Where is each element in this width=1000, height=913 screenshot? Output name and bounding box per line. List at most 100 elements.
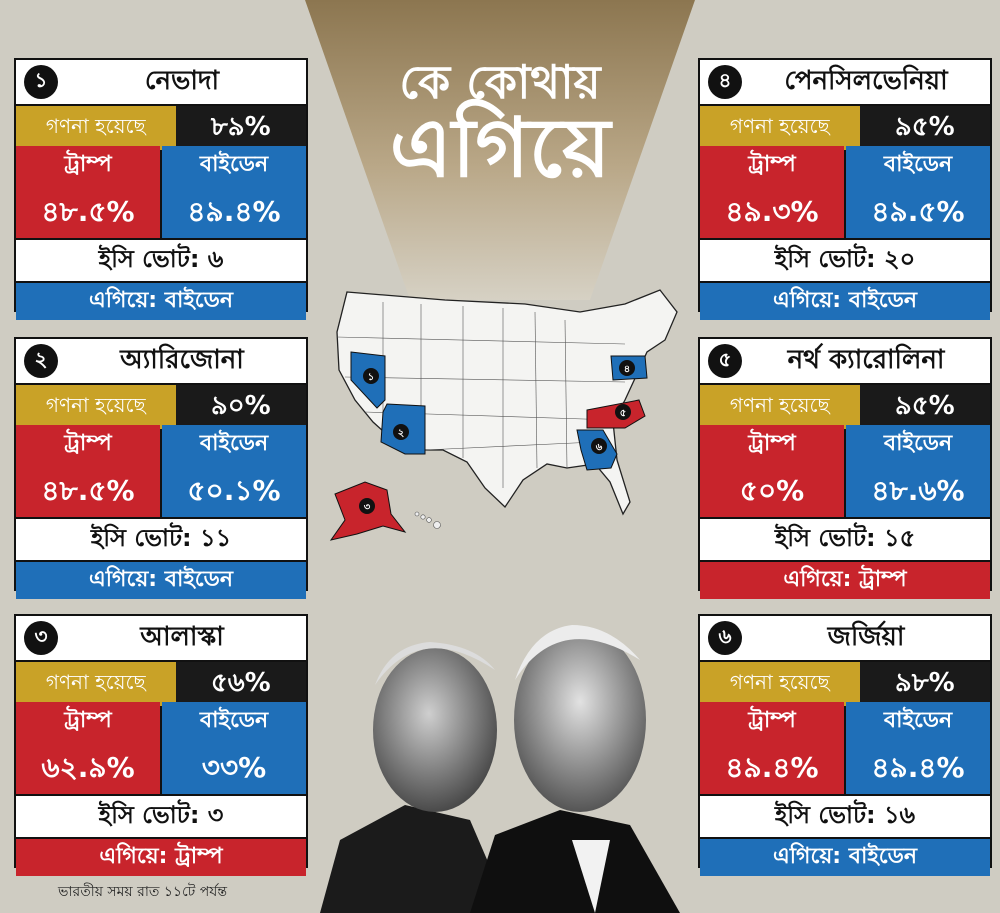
state-card-nevada: ১ নেভাদা গণনা হয়েছে ৮৯% ট্রাম্প ৪৮.৫% ব… [14, 58, 308, 320]
card-header: ৬ জর্জিয়া [700, 616, 990, 662]
biden-portrait [470, 625, 680, 913]
map-marker-1: ১ [363, 368, 379, 384]
trump-label: ট্রাম্প [748, 431, 796, 456]
leader-banner: এগিয়ে: ট্রাম্প [16, 839, 306, 876]
trump-percent: ৪৮.৫% [41, 474, 135, 507]
biden-cell: বাইডেন ৫০.১% [162, 425, 306, 517]
us-map: ১ ২ ৩ ৪ ৫ ৬ [329, 289, 678, 541]
state-name: অ্যারিজোনা [120, 345, 244, 375]
counted-value: ৫৬% [175, 662, 306, 706]
electoral-votes: ইসি ভোট: ৬ [16, 240, 306, 283]
counted-label: গণনা হয়েছে [16, 106, 176, 150]
trump-cell: ট্রাম্প ৬২.৯% [16, 702, 160, 794]
electoral-votes: ইসি ভোট: ১৫ [700, 519, 990, 562]
biden-label: বাইডেন [199, 152, 269, 177]
map-marker-5: ৫ [615, 404, 631, 420]
counted-value: ৯০% [175, 385, 306, 429]
candidates-row: ট্রাম্প ৬২.৯% বাইডেন ৩৩% [16, 702, 306, 796]
biden-label: বাইডেন [883, 152, 953, 177]
state-borders [336, 302, 626, 488]
counted-row: গণনা হয়েছে ৯৫% [700, 385, 990, 429]
trump-label: ট্রাম্প [64, 152, 112, 177]
leader-banner: এগিয়ে: বাইডেন [16, 562, 306, 599]
candidates-row: ট্রাম্প ৫০% বাইডেন ৪৮.৬% [700, 425, 990, 519]
state-card-pennsylvania: ৪ পেনসিলভেনিয়া গণনা হয়েছে ৯৫% ট্রাম্প … [698, 58, 992, 320]
state-card-north-carolina: ৫ নর্থ ক্যারোলিনা গণনা হয়েছে ৯৫% ট্রাম্… [698, 337, 992, 599]
map-marker-6: ৬ [591, 438, 607, 454]
biden-label: বাইডেন [883, 708, 953, 733]
trump-label: ট্রাম্প [748, 708, 796, 733]
card-header: ২ অ্যারিজোনা [16, 339, 306, 385]
biden-percent: ৪৯.৪% [871, 751, 965, 784]
biden-label: বাইডেন [199, 431, 269, 456]
trump-percent: ৪৮.৫% [41, 195, 135, 228]
card-header: ৪ পেনসিলভেনিয়া [700, 60, 990, 106]
state-name: পেনসিলভেনিয়া [784, 66, 948, 96]
leader-banner: এগিয়ে: বাইডেন [16, 283, 306, 320]
state-name: আলাস্কা [140, 622, 224, 652]
trump-cell: ট্রাম্প ৪৮.৫% [16, 425, 160, 517]
state-card-arizona: ২ অ্যারিজোনা গণনা হয়েছে ৯০% ট্রাম্প ৪৮.… [14, 337, 308, 599]
biden-label: বাইডেন [883, 431, 953, 456]
counted-value: ৮৯% [175, 106, 306, 150]
electoral-votes: ইসি ভোট: ৩ [16, 796, 306, 839]
map-marker-4: ৪ [619, 360, 635, 376]
leader-banner: এগিয়ে: বাইডেন [700, 839, 990, 876]
state-number-badge: ৪ [708, 65, 742, 99]
state-name: নর্থ ক্যারোলিনা [787, 345, 945, 375]
counted-label: গণনা হয়েছে [700, 662, 860, 706]
headline-line-2: এগিয়ে [389, 101, 611, 196]
biden-cell: বাইডেন ৩৩% [162, 702, 306, 794]
svg-text:৬: ৬ [596, 442, 603, 453]
counted-label: গণনা হয়েছে [700, 106, 860, 150]
counted-row: গণনা হয়েছে ৮৯% [16, 106, 306, 150]
svg-text:৪: ৪ [624, 364, 631, 375]
counted-label: গণনা হয়েছে [700, 385, 860, 429]
svg-text:৫: ৫ [620, 408, 627, 419]
biden-percent: ৪৮.৬% [871, 474, 965, 507]
counted-row: গণনা হয়েছে ৯৫% [700, 106, 990, 150]
biden-label: বাইডেন [199, 708, 269, 733]
trump-cell: ট্রাম্প ৪৯.৪% [700, 702, 844, 794]
biden-percent: ৫০.১% [187, 474, 281, 507]
counted-row: গণনা হয়েছে ৫৬% [16, 662, 306, 706]
map-marker-3: ৩ [359, 498, 375, 514]
biden-cell: বাইডেন ৪৯.৪% [162, 146, 306, 238]
candidates-row: ট্রাম্প ৪৮.৫% বাইডেন ৫০.১% [16, 425, 306, 519]
candidates-row: ট্রাম্প ৪৮.৫% বাইডেন ৪৯.৪% [16, 146, 306, 240]
trump-percent: ৪৯.৪% [725, 751, 819, 784]
trump-percent: ৬২.৯% [41, 751, 135, 784]
svg-text:১: ১ [368, 372, 375, 383]
trump-label: ট্রাম্প [748, 152, 796, 177]
electoral-votes: ইসি ভোট: ২০ [700, 240, 990, 283]
svg-text:৩: ৩ [364, 502, 371, 513]
headline-line-1: কে কোথায় [399, 55, 601, 109]
card-header: ৫ নর্থ ক্যারোলিনা [700, 339, 990, 385]
electoral-votes: ইসি ভোট: ১১ [16, 519, 306, 562]
counted-label: গণনা হয়েছে [16, 385, 176, 429]
state-card-georgia: ৬ জর্জিয়া গণনা হয়েছে ৯৮% ট্রাম্প ৪৯.৪%… [698, 614, 992, 876]
biden-percent: ৩৩% [201, 751, 267, 784]
counted-value: ৯৫% [859, 385, 990, 429]
leader-banner: এগিয়ে: বাইডেন [700, 283, 990, 320]
counted-value: ৯৫% [859, 106, 990, 150]
state-card-alaska: ৩ আলাস্কা গণনা হয়েছে ৫৬% ট্রাম্প ৬২.৯% … [14, 614, 308, 876]
trump-percent: ৫০% [739, 474, 805, 507]
counted-row: গণনা হয়েছে ৯৮% [700, 662, 990, 706]
counted-label: গণনা হয়েছে [16, 662, 176, 706]
counted-value: ৯৮% [859, 662, 990, 706]
biden-cell: বাইডেন ৪৯.৪% [846, 702, 990, 794]
biden-cell: বাইডেন ৪৮.৬% [846, 425, 990, 517]
trump-portrait [320, 642, 510, 913]
biden-percent: ৪৯.৫% [871, 195, 965, 228]
counted-row: গণনা হয়েছে ৯০% [16, 385, 306, 429]
trump-cell: ট্রাম্প ৫০% [700, 425, 844, 517]
map-marker-2: ২ [393, 424, 409, 440]
candidate-portraits [320, 625, 680, 913]
trump-label: ট্রাম্প [64, 708, 112, 733]
card-header: ১ নেভাদা [16, 60, 306, 106]
state-number-badge: ৩ [24, 621, 58, 655]
trump-cell: ট্রাম্প ৪৮.৫% [16, 146, 160, 238]
leader-banner: এগিয়ে: ট্রাম্প [700, 562, 990, 599]
